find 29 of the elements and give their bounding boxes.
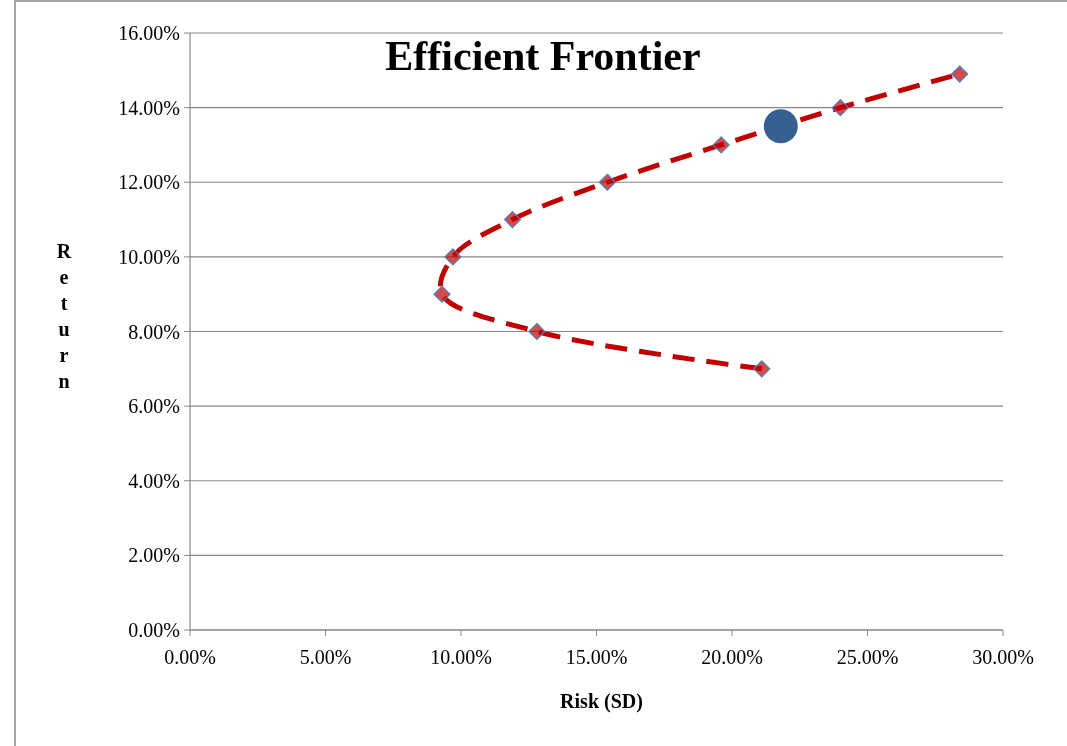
point [444,248,462,266]
y-tick-label: 8.00% [128,320,180,343]
x-axis-title: Risk (SD) [560,690,643,713]
x-tick-label: 30.00% [972,646,1034,668]
y-tick-label: 10.00% [118,245,180,268]
point [712,136,730,154]
x-tick-label: 20.00% [701,646,763,668]
x-tick-label: 0.00% [164,646,216,668]
point [951,65,969,83]
x-tick-label: 5.00% [299,646,352,668]
y-tick-label: 6.00% [128,395,180,418]
point [598,173,616,191]
y-tick-label: 16.00% [118,22,180,44]
y-tick-label: 4.00% [128,469,180,492]
x-tick-label: 15.00% [565,646,628,668]
point [831,99,849,117]
y-axis-title: Return [56,240,72,392]
x-tick-label: 10.00% [430,646,492,668]
y-tick-label: 12.00% [118,171,180,194]
y-tick-label: 2.00% [128,544,180,567]
point [753,360,771,378]
y-tick-label: 14.00% [118,96,180,119]
y-tick-label: 0.00% [128,619,180,641]
point [528,322,546,341]
point [433,285,451,303]
point [763,109,798,144]
point [503,210,522,229]
chart-title: Efficient Frontier [385,33,701,79]
x-tick-label: 25.00% [836,646,899,668]
